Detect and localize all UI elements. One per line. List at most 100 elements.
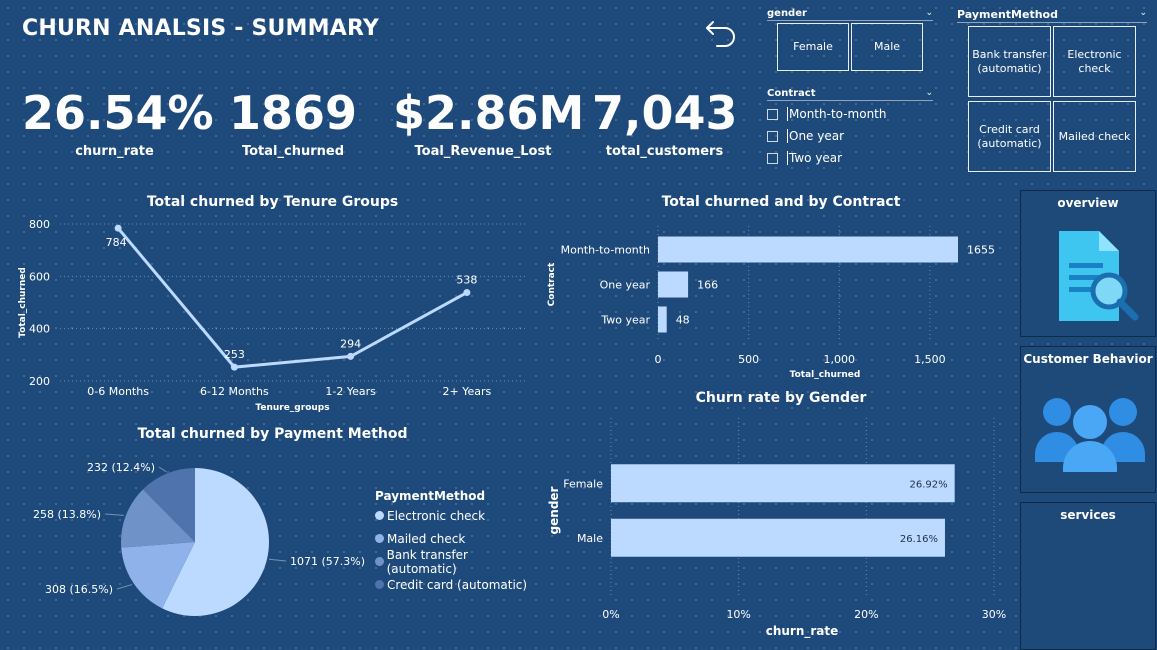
chevron-down-icon[interactable]: ⌄	[1139, 8, 1147, 18]
chevron-down-icon[interactable]: ⌄	[925, 8, 933, 18]
bar	[611, 464, 955, 503]
y-tick-label: 200	[29, 375, 50, 388]
kpi-revenue-lost: $2.86M Toal_Revenue_Lost	[393, 82, 585, 159]
y-axis-label: Total_churned	[18, 267, 28, 338]
slicer-title: Contract	[767, 88, 816, 99]
checkbox[interactable]	[767, 152, 778, 164]
gender-tile-male[interactable]: Male	[851, 23, 923, 71]
checkbox-label: Month-to-month	[787, 107, 887, 121]
chart-title: Total churned by Tenure Groups	[146, 194, 399, 210]
kpi-label: Total_churned	[241, 144, 345, 159]
bar	[658, 306, 667, 333]
x-tick-label: 6-12 Months	[200, 385, 269, 398]
x-tick-label: 10%	[726, 608, 750, 621]
leader-line	[158, 466, 167, 473]
x-axis-label: Tenure_groups	[255, 403, 329, 413]
y-axis-label: Contract	[547, 262, 557, 306]
pie-legend: PaymentMethod Electronic check Mailed ch…	[375, 489, 535, 596]
kpi-value: $2.86M	[393, 86, 585, 140]
chevron-down-icon[interactable]: ⌄	[925, 88, 933, 98]
data-label: 232 (12.4%)	[87, 461, 155, 474]
leader-line	[116, 584, 133, 590]
data-point	[463, 289, 471, 297]
legend-item[interactable]: Mailed check	[375, 527, 535, 550]
pie-slice	[142, 468, 195, 542]
payment-tile-credit-card[interactable]: Credit card (automatic)	[968, 101, 1051, 172]
kpi-total-customers: 7,043 total_customers	[592, 82, 738, 159]
bar	[611, 518, 945, 557]
data-label: 26.92%	[910, 479, 948, 490]
legend-item[interactable]: Bank transfer (automatic)	[375, 548, 535, 576]
legend-item[interactable]: Electronic check	[375, 504, 535, 527]
x-tick-label: 1,000	[824, 353, 856, 366]
kpi-total-churned: 1869 Total_churned	[218, 82, 368, 159]
payment-tile-electronic-check[interactable]: Electronic check	[1053, 26, 1136, 97]
legend-dot	[375, 580, 384, 589]
chart-title: Churn rate by Gender	[695, 390, 867, 406]
data-label: 253	[224, 348, 245, 361]
kpi-label: total_customers	[605, 144, 724, 159]
nav-card-services[interactable]: services	[1020, 502, 1156, 650]
data-label: 1655	[967, 244, 995, 257]
legend-dot	[375, 511, 384, 520]
data-label: 48	[676, 314, 690, 327]
data-label: 784	[106, 236, 127, 249]
leader-line	[104, 513, 124, 516]
pie-slice	[162, 468, 269, 616]
x-axis-label: churn_rate	[766, 624, 839, 639]
x-tick-label: 0%	[602, 608, 619, 621]
x-tick-label: 30%	[982, 608, 1006, 621]
pie-slice	[121, 542, 195, 609]
payment-slicer-header[interactable]: PaymentMethod ⌄	[957, 8, 1147, 23]
contract-slicer-header[interactable]: Contract ⌄	[767, 88, 933, 101]
checkbox[interactable]	[767, 130, 778, 142]
payment-tile-bank-transfer[interactable]: Bank transfer (automatic)	[968, 26, 1051, 97]
gender-slicer-header[interactable]: gender ⌄	[767, 8, 933, 21]
kpi-value: 1869	[228, 86, 358, 140]
y-tick-label: 400	[29, 323, 50, 336]
y-tick-label: 600	[29, 270, 50, 283]
document-search-icon	[1059, 231, 1139, 321]
kpi-label: Toal_Revenue_Lost	[414, 144, 552, 159]
contract-option-one-year[interactable]: One year	[767, 125, 933, 147]
legend-label: Mailed check	[387, 531, 466, 546]
kpi-value: 26.54%	[22, 86, 214, 140]
gender-bar-chart: 0% 10% 20% 30% Female 26.92% Male 26.16% churn_r…	[547, 418, 1006, 639]
payment-slicer: PaymentMethod ⌄	[957, 8, 1147, 23]
data-label: 258 (13.8%)	[33, 508, 101, 521]
checkbox-label: One year	[787, 129, 845, 143]
x-tick-label: 0	[655, 353, 662, 366]
x-tick-label: 2+ Years	[443, 385, 492, 398]
data-point	[230, 363, 238, 371]
leader-line	[268, 558, 287, 562]
people-group-icon	[1035, 398, 1145, 472]
contract-option-month[interactable]: Month-to-month	[767, 103, 933, 125]
gender-tile-female[interactable]: Female	[777, 23, 849, 71]
contract-option-two-year[interactable]: Two year	[767, 147, 933, 169]
kpi-label: churn_rate	[75, 144, 154, 159]
data-label: 166	[697, 279, 718, 292]
kpi-value: 7,043	[592, 86, 738, 140]
series-line	[116, 227, 468, 369]
data-point	[114, 224, 122, 232]
y-axis-label: gender	[547, 486, 561, 534]
contract-slicer: Contract ⌄ Month-to-month One year Two y…	[767, 88, 933, 169]
data-label: 1071 (57.3%)	[290, 555, 365, 568]
nav-card-customer-behavior[interactable]: Customer Behavior	[1020, 346, 1156, 493]
checkbox[interactable]	[767, 108, 778, 120]
chart-title: Total churned by Payment Method	[137, 426, 408, 442]
payment-pie-chart: 1071 (57.3%) 308 (16.5%) 258 (13.8%) 232 (1…	[33, 461, 365, 616]
y-tick-label: Month-to-month	[561, 244, 650, 257]
data-label: 538	[456, 274, 477, 287]
x-tick-label: 20%	[854, 608, 878, 621]
legend-item[interactable]: Credit card (automatic)	[375, 573, 535, 596]
nav-card-overview[interactable]: overview	[1020, 190, 1156, 337]
x-tick-label: 1,500	[914, 353, 946, 366]
payment-tile-mailed-check[interactable]: Mailed check	[1053, 101, 1136, 172]
nav-card-label: services	[1060, 508, 1116, 522]
y-tick-label: 800	[29, 218, 50, 231]
legend-title: PaymentMethod	[375, 489, 486, 503]
page-title: CHURN ANALSIS - SUMMARY	[22, 16, 380, 41]
back-arrow-icon[interactable]	[703, 12, 741, 50]
nav-card-label: overview	[1057, 196, 1119, 210]
